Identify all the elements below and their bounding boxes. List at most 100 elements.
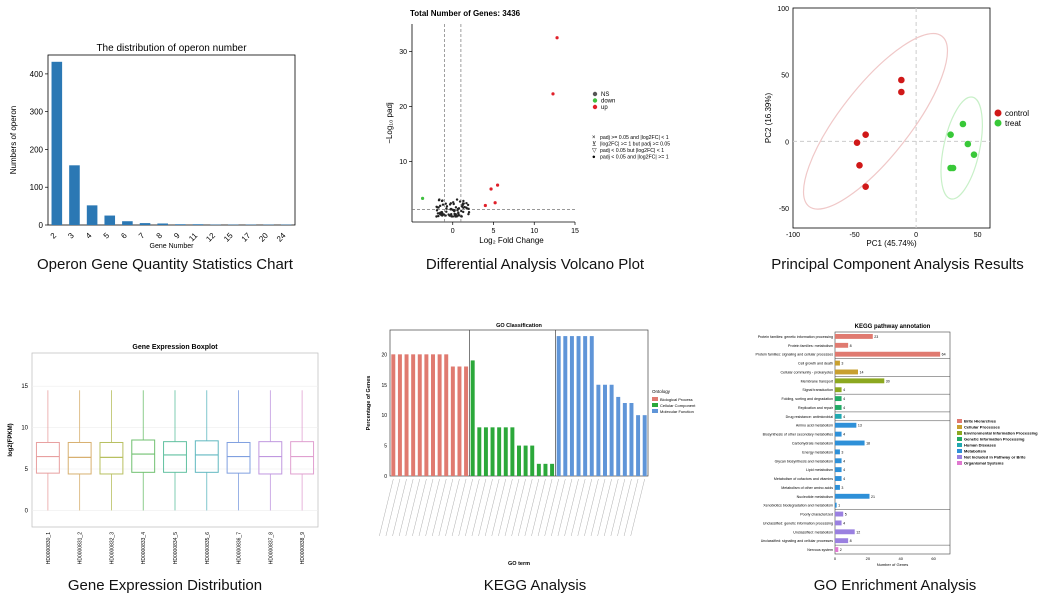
y-tick-label: 50 — [781, 73, 789, 80]
x-tick-label-placeholder — [610, 478, 626, 537]
y-tick-label: 20 — [381, 352, 387, 358]
box — [67, 441, 92, 475]
operon-bar-chart: The distribution of operon number 0 100 200… — [9, 43, 296, 250]
pca-scatter-plot: -100 -50 0 50 -50 0 50 100 PC1 (45.74%) PC2 (16.3… — [764, 6, 1029, 248]
bar — [543, 463, 548, 476]
bar — [550, 463, 555, 476]
chart-title: GO Classification — [496, 323, 542, 329]
bar — [569, 336, 574, 476]
up-point — [551, 92, 555, 96]
x-tick-label-placeholder — [544, 478, 559, 537]
bar — [192, 224, 204, 225]
legend-label: Genetic Information Processing — [964, 437, 1025, 442]
x-tick-label: 5 — [492, 228, 496, 235]
bar — [86, 205, 98, 225]
bar — [510, 427, 515, 476]
bar — [157, 223, 168, 225]
up-point — [555, 36, 559, 40]
legend-swatch — [592, 91, 598, 97]
ns-point — [457, 214, 461, 217]
legend-label: Metabolism — [964, 449, 986, 454]
legend-swatch — [652, 397, 658, 401]
x-tick-label-placeholder — [491, 478, 506, 537]
bar — [596, 384, 601, 476]
bar — [563, 336, 568, 476]
ns-point — [465, 201, 468, 205]
x-tick-label-placeholder — [537, 478, 553, 537]
x-tick-label-placeholder — [570, 478, 586, 537]
bar — [69, 165, 80, 225]
legend-label: NS — [601, 92, 609, 98]
x-tick-label: 6 — [119, 231, 129, 241]
legend-swatch — [592, 104, 598, 110]
bar — [629, 403, 634, 476]
legend-swatch — [957, 455, 962, 459]
treat-point — [949, 164, 957, 172]
y-tick-label: 300 — [30, 108, 44, 117]
up-point — [483, 203, 487, 208]
ns-point — [441, 212, 444, 215]
x-tick-label-placeholder — [511, 478, 526, 537]
y-tick-label: Protein families: signaling and cellular… — [755, 353, 833, 357]
ns-point — [465, 207, 468, 210]
y-axis-label: PC2 (16.39%) — [764, 93, 773, 144]
treat-point — [947, 131, 954, 138]
bar — [835, 449, 840, 455]
plot-frame — [47, 54, 296, 226]
x-tick-label-placeholder — [451, 478, 467, 537]
treat-point — [970, 151, 978, 158]
ns-point — [438, 204, 442, 208]
shape-legend-symbol: ⊻ — [592, 141, 596, 148]
y-tick-label: Drug resistance: antimicrobial — [786, 415, 834, 419]
x-tick-label-placeholder — [630, 478, 645, 537]
control-point — [856, 162, 863, 169]
x-tick-label: 0 — [914, 232, 918, 239]
bar — [175, 224, 186, 225]
bar — [583, 336, 588, 476]
legend-swatch — [957, 461, 962, 465]
y-tick-label: Biosynthesis of other secondary metaboli… — [763, 433, 834, 437]
control-point — [853, 139, 861, 146]
legend-label: Environmental Information Processing — [964, 431, 1038, 436]
bar — [835, 396, 842, 402]
bar — [636, 415, 641, 476]
y-tick-label: Unclassified: genetic information proces… — [763, 521, 833, 525]
box — [163, 441, 187, 473]
treat-point — [959, 120, 967, 128]
box — [226, 441, 251, 474]
x-tick-label: 0 — [834, 556, 837, 561]
ns-point — [451, 208, 454, 211]
bar — [835, 476, 842, 481]
y-tick-label: 10 — [399, 159, 407, 166]
bar — [835, 458, 842, 464]
x-tick-label: HD0000830_1 — [46, 532, 52, 564]
boxplot-caption: Gene Expression Distribution — [67, 577, 263, 594]
box — [99, 441, 124, 475]
ns-point — [445, 207, 448, 210]
shape-legend-label: padj >= 0.05 and |log2FC| < 1 — [600, 135, 669, 141]
bar — [464, 366, 469, 476]
ns-point — [437, 199, 441, 202]
y-tick-label: 5 — [25, 467, 29, 473]
bar — [835, 351, 941, 357]
pca-chart-panel: -100 -50 0 50 -50 0 50 100 PC1 (45.74%) PC2 (16.3… — [745, 0, 1060, 250]
y-tick-label: 15 — [21, 384, 28, 390]
legend-swatch — [652, 409, 658, 413]
x-tick-label-placeholder — [577, 478, 592, 537]
ns-point — [448, 214, 451, 217]
ns-point — [462, 199, 465, 203]
bar — [437, 354, 442, 476]
bar — [609, 384, 614, 476]
ns-point — [466, 203, 470, 207]
bar — [450, 366, 455, 476]
shape-legend-label: padj < 0.05 but |log2FC| < 1 — [600, 148, 664, 154]
y-tick-label: 10 — [21, 426, 28, 432]
y-tick-label: 0 — [785, 139, 789, 146]
shape-legend-symbol: ● — [592, 155, 596, 161]
volcano-caption: Differential Analysis Volcano Plot — [425, 256, 645, 273]
y-tick-label: Amino acid metabolism — [796, 424, 833, 428]
bar-value-label: 4 — [843, 521, 845, 525]
x-tick-label-placeholder — [604, 478, 619, 537]
box — [35, 441, 60, 474]
ns-point — [458, 200, 462, 203]
